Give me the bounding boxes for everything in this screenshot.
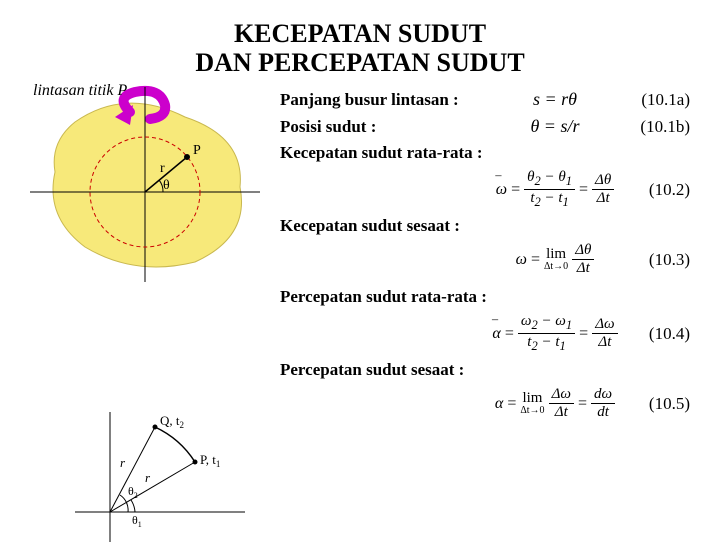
row-avg-angvel-formula: ω‾ = θ2 − θ1t2 − t1 = ΔθΔt (10.2) [280, 169, 710, 210]
label-angular-pos: Posisi sudut : [280, 117, 480, 137]
row-inst-angvel-label: Kecepatan sudut sesaat : [280, 216, 710, 236]
diagram-1-svg: P r θ [15, 77, 265, 287]
row-avg-angacc-label: Percepatan sudut rata-rata : [280, 287, 710, 307]
title-line2: DAN PERCEPATAN SUDUT [195, 48, 524, 77]
diagram-1: lintasan titik P P r θ [15, 77, 265, 287]
row-inst-angacc-formula: α= limΔt→0 ΔωΔt = dωdt (10.5) [280, 386, 710, 421]
point-P [184, 154, 190, 160]
row-inst-angacc-label: Percepatan sudut sesaat : [280, 360, 710, 380]
theta-label: θ [163, 178, 170, 193]
row-avg-angvel-label: Kecepatan sudut rata-rata : [280, 143, 710, 163]
row-arc-length: Panjang busur lintasan : s = rθ (10.1a) [280, 89, 710, 110]
point-Q [153, 425, 158, 430]
num-10-5: (10.5) [630, 394, 690, 414]
num-10-4: (10.4) [630, 324, 690, 344]
theta1-label: θ1 [132, 513, 142, 529]
formula-avg-angvel: ω‾ = θ2 − θ1t2 − t1 = ΔθΔt [480, 169, 630, 210]
formula-arc-length: s = rθ [480, 89, 630, 110]
row-angular-pos: Posisi sudut : θ = s/r (10.1b) [280, 116, 710, 137]
Q-label: Q, t2 [160, 413, 184, 430]
num-10-3: (10.3) [630, 250, 690, 270]
point-P2 [193, 460, 198, 465]
r-label-2: r [145, 470, 151, 485]
formula-inst-angacc: α= limΔt→0 ΔωΔt = dωdt [480, 386, 630, 421]
label-avg-angvel: Kecepatan sudut rata-rata : [280, 143, 710, 163]
theta1-arc [131, 500, 135, 512]
blob-shape [53, 103, 242, 267]
page-title: KECEPATAN SUDUT DAN PERCEPATAN SUDUT [0, 20, 720, 77]
formula-avg-angacc: α‾ = ω2 − ω1t2 − t1 = ΔωΔt [480, 313, 630, 354]
theta2-label: θ2 [128, 484, 138, 500]
P2-label: P, t1 [200, 452, 220, 469]
trajectory-label: lintasan titik P [33, 82, 127, 100]
label-inst-angacc: Percepatan sudut sesaat : [280, 360, 710, 380]
label-arc-length: Panjang busur lintasan : [280, 90, 480, 110]
equation-rows: Panjang busur lintasan : s = rθ (10.1a) … [280, 89, 710, 427]
r-label-1: r [120, 455, 126, 470]
label-avg-angacc: Percepatan sudut rata-rata : [280, 287, 710, 307]
num-10-1a: (10.1a) [630, 90, 690, 110]
num-10-1b: (10.1b) [630, 117, 690, 137]
radius-label: r [160, 161, 165, 176]
diagram-2-svg: Q, t2 P, t1 r r θ2 θ1 [70, 407, 250, 547]
content-area: lintasan titik P P r θ [0, 77, 720, 537]
diagram-2: Q, t2 P, t1 r r θ2 θ1 [70, 407, 250, 547]
row-avg-angacc-formula: α‾ = ω2 − ω1t2 − t1 = ΔωΔt (10.4) [280, 313, 710, 354]
arc-segment [155, 427, 195, 462]
formula-inst-angvel: ω= limΔt→0 ΔθΔt [480, 242, 630, 277]
formula-angular-pos: θ = s/r [480, 116, 630, 137]
title-line1: KECEPATAN SUDUT [234, 19, 486, 48]
row-inst-angvel-formula: ω= limΔt→0 ΔθΔt (10.3) [280, 242, 710, 277]
point-P-label: P [193, 143, 201, 158]
num-10-2: (10.2) [630, 180, 690, 200]
label-inst-angvel: Kecepatan sudut sesaat : [280, 216, 710, 236]
